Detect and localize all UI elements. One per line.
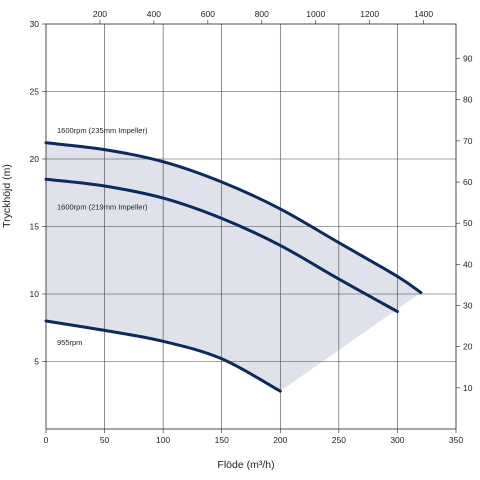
x-tick-label: 0 — [44, 435, 49, 445]
y-tick-label: 15 — [30, 222, 40, 232]
x-tick-label: 150 — [215, 435, 229, 445]
grid — [46, 24, 456, 429]
top-axis-ticks: 200 400 600 800 1000 1200 1400 — [93, 9, 433, 24]
x-tick-label: 50 — [100, 435, 110, 445]
operating-region — [46, 142, 421, 392]
right-tick-label: 70 — [463, 136, 473, 146]
right-tick-label: 60 — [463, 177, 473, 187]
curve-labels: 1600rpm (235mm Impeller) 1600rpm (219mm I… — [57, 126, 148, 347]
y-tick-label: 25 — [30, 87, 40, 97]
shaded-region — [46, 142, 421, 392]
y-axis-ticks: 5 10 15 20 25 30 — [30, 19, 46, 367]
series-line — [44, 319, 282, 393]
y-axis-title: Tryckhöjd (m) — [1, 164, 13, 228]
series-label: 1600rpm (219mm Impeller) — [57, 202, 148, 211]
top-tick-label: 400 — [147, 9, 161, 19]
x-tick-label: 100 — [156, 435, 170, 445]
x-axis-ticks: 0 50 100 150 200 250 300 350 — [44, 429, 463, 445]
y-tick-label: 10 — [30, 289, 40, 299]
top-tick-label: 1200 — [360, 9, 379, 19]
top-tick-label: 1000 — [306, 9, 325, 19]
right-tick-label: 50 — [463, 218, 473, 228]
x-tick-label: 250 — [332, 435, 346, 445]
y-tick-label: 20 — [30, 154, 40, 164]
right-tick-label: 80 — [463, 95, 473, 105]
right-tick-label: 40 — [463, 259, 473, 269]
top-tick-label: 200 — [93, 9, 107, 19]
right-tick-label: 20 — [463, 342, 473, 352]
right-tick-label: 10 — [463, 383, 473, 393]
series-label: 955rpm — [57, 338, 82, 347]
right-axis-ticks: 10 20 30 40 50 60 70 80 90 — [456, 54, 473, 393]
y-tick-label: 5 — [34, 357, 39, 367]
top-tick-label: 800 — [255, 9, 269, 19]
x-tick-label: 350 — [449, 435, 463, 445]
x-tick-label: 200 — [273, 435, 287, 445]
x-tick-label: 300 — [390, 435, 404, 445]
right-tick-label: 30 — [463, 301, 473, 311]
right-tick-label: 90 — [463, 54, 473, 64]
x-axis-title: Flöde (m³/h) — [217, 459, 274, 471]
performance-curves — [44, 141, 423, 393]
series-label: 1600rpm (235mm Impeller) — [57, 126, 148, 135]
top-tick-label: 1400 — [414, 9, 433, 19]
top-tick-label: 600 — [201, 9, 215, 19]
series-line — [44, 141, 423, 295]
series-line — [44, 177, 399, 314]
y-tick-label: 30 — [30, 19, 40, 29]
